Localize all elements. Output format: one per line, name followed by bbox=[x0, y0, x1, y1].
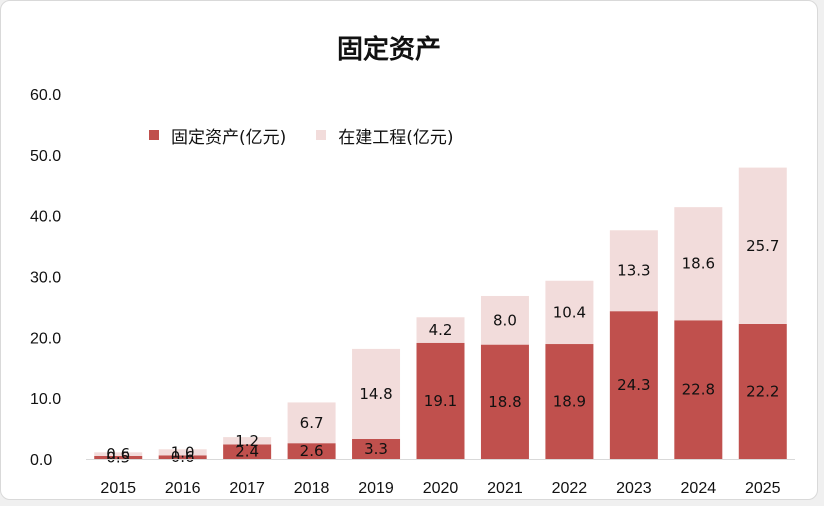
bar-construction bbox=[416, 317, 465, 343]
y-tick-label: 10.0 bbox=[30, 391, 61, 408]
legend-label-construction: 在建工程(亿元) bbox=[338, 127, 454, 148]
data-label-construction: 1.0 bbox=[171, 443, 195, 461]
data-label-construction: 10.4 bbox=[553, 303, 586, 321]
chart-title: 固定资产 bbox=[336, 35, 441, 65]
bar-construction bbox=[545, 280, 594, 345]
x-tick-label: 2024 bbox=[681, 480, 717, 497]
bar-construction bbox=[94, 452, 143, 456]
bar-fixed-assets bbox=[416, 342, 465, 459]
x-tick-label: 2019 bbox=[358, 480, 394, 497]
bar-construction bbox=[223, 437, 272, 445]
legend-label-fixed-assets: 固定资产(亿元) bbox=[171, 127, 287, 148]
x-tick-label: 2018 bbox=[294, 480, 330, 497]
bar-fixed-assets bbox=[609, 311, 658, 459]
legend-swatch-construction bbox=[316, 130, 327, 140]
bar-fixed-assets bbox=[480, 344, 529, 459]
x-tick-label: 2016 bbox=[165, 480, 201, 497]
y-tick-label: 60.0 bbox=[30, 87, 61, 104]
data-label-construction: 8.0 bbox=[493, 311, 517, 329]
x-tick-label: 2022 bbox=[552, 480, 588, 497]
x-tick-label: 2025 bbox=[745, 480, 781, 497]
data-label-fixed-assets: 22.8 bbox=[682, 381, 715, 399]
bar-construction bbox=[158, 449, 207, 456]
data-label-construction: 4.2 bbox=[429, 321, 453, 339]
data-label-construction: 25.7 bbox=[746, 237, 779, 255]
bar-fixed-assets bbox=[674, 320, 723, 459]
bar-fixed-assets bbox=[545, 344, 594, 459]
bar-construction bbox=[738, 167, 787, 324]
legend-swatch-fixed-assets bbox=[149, 130, 159, 140]
x-tick-label: 2015 bbox=[100, 480, 136, 497]
legend-item-fixed-assets: 固定资产(亿元) bbox=[149, 123, 286, 148]
bar-fixed-assets bbox=[738, 323, 787, 459]
data-label-construction: 1.2 bbox=[235, 432, 259, 450]
data-label-fixed-assets: 18.8 bbox=[488, 393, 521, 411]
data-label-fixed-assets: 19.1 bbox=[424, 392, 457, 410]
bar-construction bbox=[480, 295, 529, 345]
y-tick-label: 30.0 bbox=[30, 270, 61, 287]
y-tick-label: 20.0 bbox=[30, 330, 61, 347]
y-tick-label: 50.0 bbox=[30, 148, 61, 165]
data-label-fixed-assets: 3.3 bbox=[364, 440, 388, 458]
x-tick-label: 2017 bbox=[229, 480, 265, 497]
data-label-fixed-assets: 0.6 bbox=[171, 448, 195, 466]
chart-legend: 固定资产(亿元) 在建工程(亿元) bbox=[149, 123, 454, 148]
x-tick-label: 2020 bbox=[423, 480, 459, 497]
bar-fixed-assets bbox=[287, 443, 336, 459]
bar-construction bbox=[609, 230, 658, 312]
data-label-construction: 13.3 bbox=[617, 262, 650, 280]
data-label-fixed-assets: 24.3 bbox=[617, 376, 650, 394]
data-label-construction: 0.6 bbox=[106, 445, 130, 463]
data-label-construction: 18.6 bbox=[682, 255, 715, 273]
bar-construction bbox=[352, 348, 401, 439]
y-tick-label: 0.0 bbox=[30, 452, 52, 469]
x-tick-label: 2023 bbox=[616, 480, 652, 497]
x-tick-label: 2021 bbox=[487, 480, 523, 497]
data-label-fixed-assets: 0.5 bbox=[106, 448, 130, 466]
bar-construction bbox=[674, 207, 723, 321]
data-label-construction: 6.7 bbox=[300, 414, 324, 432]
bar-construction bbox=[287, 402, 336, 444]
bar-fixed-assets bbox=[223, 444, 272, 459]
bar-fixed-assets bbox=[94, 455, 143, 459]
data-label-fixed-assets: 18.9 bbox=[553, 393, 586, 411]
bar-fixed-assets bbox=[352, 438, 401, 459]
legend-item-construction: 在建工程(亿元) bbox=[316, 123, 454, 148]
bar-fixed-assets bbox=[158, 455, 207, 459]
y-tick-label: 40.0 bbox=[30, 209, 61, 226]
data-label-fixed-assets: 2.4 bbox=[235, 443, 259, 461]
data-label-fixed-assets: 22.2 bbox=[746, 382, 779, 400]
data-label-fixed-assets: 2.6 bbox=[300, 442, 324, 460]
data-label-construction: 14.8 bbox=[359, 385, 392, 403]
